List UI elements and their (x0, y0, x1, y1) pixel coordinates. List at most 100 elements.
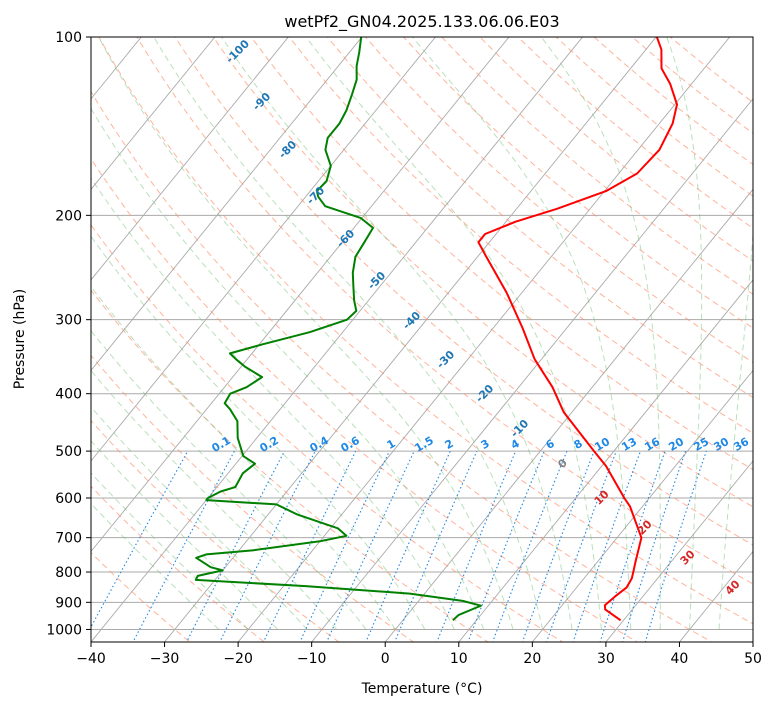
moist-adiabat-line (666, 37, 703, 630)
mixing-ratio-line (365, 450, 451, 642)
x-tick-label: −10 (297, 651, 327, 667)
isotherm-line (91, 37, 437, 462)
dry-adiabat-line (136, 37, 753, 585)
x-tick-label: 30 (597, 651, 615, 667)
mixing-ratio-line (622, 450, 687, 642)
dry-adiabat-line (91, 551, 191, 642)
mixing-ratio-label: 0.1 (210, 434, 233, 455)
mixing-ratio-label: 0.2 (258, 434, 281, 455)
moist-adiabat-line (91, 285, 396, 630)
dry-adiabat-line (91, 419, 340, 642)
isotherm-label: -100 (223, 37, 252, 66)
moist-adiabat-line (91, 177, 455, 630)
dry-adiabat-line (91, 289, 489, 642)
x-tick-label: 50 (744, 651, 762, 667)
isotherm-line (91, 37, 216, 191)
isotherm-line (752, 641, 753, 642)
isotherm-line (531, 369, 753, 642)
dry-adiabat-line (365, 37, 753, 363)
moist-adiabat-line (540, 37, 661, 630)
isotherm-label: -30 (434, 348, 457, 371)
x-tick-label: −40 (76, 651, 106, 667)
isotherm-line (163, 37, 657, 642)
isotherm-line (605, 460, 753, 642)
isotherm-label: -80 (276, 138, 299, 161)
isotherm-label: 0 (555, 456, 570, 471)
moist-adiabat-line (91, 369, 337, 630)
mixing-ratio-label: 8 (572, 437, 585, 452)
isotherm-label: -90 (250, 90, 273, 113)
y-tick-label: 100 (55, 30, 82, 46)
mixing-ratio-line (644, 450, 707, 642)
mixing-ratio-line (492, 450, 568, 642)
mixing-ratio-line (599, 450, 666, 642)
dry-adiabat-line (403, 37, 753, 329)
isotherm-label: -40 (400, 309, 423, 332)
dry-adiabat-line (327, 37, 753, 398)
y-tick-label: 800 (55, 565, 82, 581)
mixing-ratio-line (521, 450, 595, 642)
mixing-ratio-label: 0.4 (308, 434, 332, 455)
mixing-ratio-line (91, 450, 189, 629)
x-tick-label: 10 (450, 651, 468, 667)
isotherm-line (237, 37, 731, 642)
y-tick-label: 400 (55, 387, 82, 403)
isotherm-label: 40 (723, 577, 743, 597)
moist-adiabat-line (305, 37, 602, 630)
isotherm-line (91, 37, 510, 553)
y-tick-label: 1000 (46, 622, 82, 638)
mixing-ratio-label: 0.6 (339, 434, 363, 455)
isotherm-line (91, 37, 289, 281)
dry-adiabat-line (517, 37, 753, 229)
dry-adiabat-line (98, 37, 753, 625)
moist-adiabat-line (91, 472, 249, 630)
mixing-ratio-label: 2 (443, 437, 456, 452)
temperature-profile-line (477, 37, 678, 622)
dry-adiabat-line (91, 224, 564, 642)
x-axis-label: Temperature (°C) (361, 681, 483, 697)
isotherm-line (0, 24, 5, 654)
x-tick-label: −30 (150, 651, 180, 667)
isotherm-label: 20 (635, 517, 655, 537)
x-tick-label: 40 (671, 651, 689, 667)
mixing-ratio-line (262, 450, 357, 642)
isotherm-line (91, 37, 584, 642)
moist-adiabat-line (718, 229, 753, 630)
mixing-ratio-line (394, 450, 478, 642)
moist-adiabat-line (98, 37, 514, 630)
dry-adiabat-line (91, 90, 713, 642)
dry-adiabat-line (631, 37, 753, 134)
chart-title: wetPf2_GN04.2025.133.06.06.E03 (284, 12, 559, 32)
mixing-ratio-line (436, 450, 517, 642)
dry-adiabat-line (91, 158, 639, 642)
moist-adiabat-line (91, 440, 279, 630)
moist-adiabat-line (153, 37, 543, 630)
mixing-ratio-line (467, 450, 545, 642)
mixing-ratio-label: 1 (385, 437, 398, 452)
moist-adiabat-line (412, 37, 632, 630)
moist-adiabat-line (91, 107, 485, 630)
y-axis-label: Pressure (hPa) (12, 289, 28, 389)
x-tick-label: 0 (381, 651, 390, 667)
mixing-ratio-line (299, 450, 390, 642)
moist-adiabat-line (91, 503, 220, 630)
y-tick-label: 500 (55, 444, 82, 460)
mixing-ratio-label: 6 (544, 437, 557, 452)
moist-adiabat-line (91, 406, 308, 630)
mixing-ratio-label: 3 (479, 437, 492, 452)
isotherm-label: 10 (592, 487, 612, 507)
y-tick-label: 600 (55, 491, 82, 507)
dry-adiabat-line (250, 37, 753, 471)
isotherm-label: -50 (365, 269, 388, 292)
plot-frame (90, 36, 754, 643)
isotherm-line (458, 279, 753, 642)
y-tick-label: 200 (55, 208, 82, 224)
isotherm-label: -20 (473, 382, 496, 405)
y-tick-label: 300 (55, 313, 82, 329)
x-tick-label: 20 (523, 651, 541, 667)
dry-adiabat-line (91, 354, 415, 642)
dry-adiabat-line (555, 37, 753, 197)
dry-adiabat-line (441, 37, 753, 295)
dry-adiabat-line (174, 37, 753, 546)
